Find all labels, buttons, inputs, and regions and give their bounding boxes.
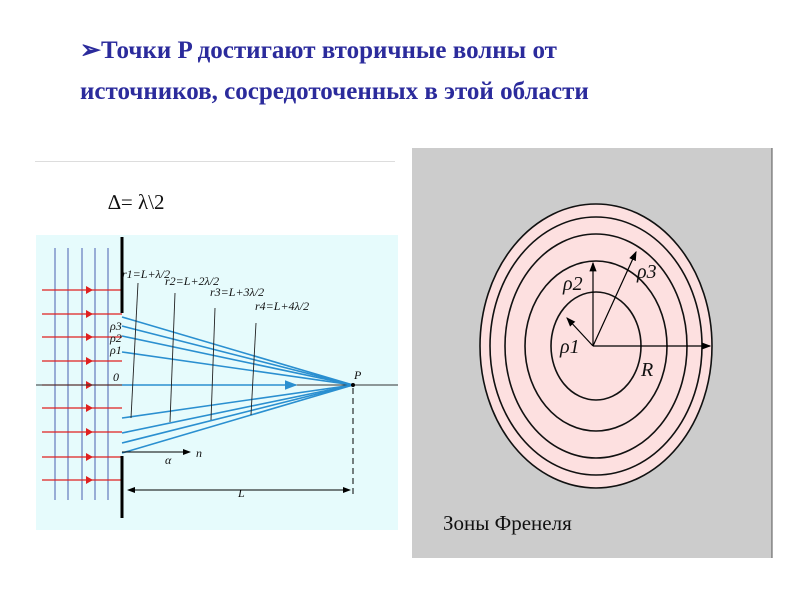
divider xyxy=(35,161,395,162)
path-difference-label: ∆= λ\2 xyxy=(108,190,165,214)
label-rho3: ρ3 xyxy=(109,319,122,333)
slide-title: ➢Точки P достигают вторичные волны от ис… xyxy=(80,30,780,112)
label-r3: r3=L+3λ/2 xyxy=(210,285,264,299)
diagram-labels: r1=L+λ/2 r2=L+2λ/2 r3=L+3λ/2 r4=L+4λ/2 ρ… xyxy=(109,267,362,500)
fresnel-zones-diagram: ρ1 ρ2 ρ3 R xyxy=(412,148,773,558)
bullet-arrow-icon: ➢ xyxy=(80,37,101,64)
diffraction-diagram: r1=L+λ/2 r2=L+2λ/2 r3=L+3λ/2 r4=L+4λ/2 ρ… xyxy=(36,235,398,530)
point-p xyxy=(351,383,355,387)
radius-arrows xyxy=(566,250,712,350)
title-line-1: Точки P достигают вторичные волны от xyxy=(100,37,557,64)
label-r1: r1=L+λ/2 xyxy=(122,267,170,281)
label-alpha: α xyxy=(165,453,172,467)
zone-leader-lines xyxy=(130,282,257,423)
label-origin: 0 xyxy=(113,370,119,384)
label-rho2: ρ2 xyxy=(562,273,583,295)
label-distance: L xyxy=(237,486,245,500)
label-point-p: P xyxy=(353,368,362,382)
zone-labels: ρ1 ρ2 ρ3 R xyxy=(559,261,657,381)
fresnel-zones-caption: Зоны Френеля xyxy=(443,511,572,535)
label-normal: n xyxy=(196,446,202,460)
secondary-rays xyxy=(121,316,354,454)
label-r2: r2=L+2λ/2 xyxy=(165,274,219,288)
label-rho2: ρ2 xyxy=(109,331,122,345)
label-r4: r4=L+4λ/2 xyxy=(255,299,309,313)
label-rho1: ρ1 xyxy=(109,343,122,357)
label-radius: R xyxy=(640,359,653,381)
title-line-2: источников, сосредоточенных в этой облас… xyxy=(80,78,589,105)
label-rho1: ρ1 xyxy=(559,336,580,358)
label-rho3: ρ3 xyxy=(636,261,657,283)
